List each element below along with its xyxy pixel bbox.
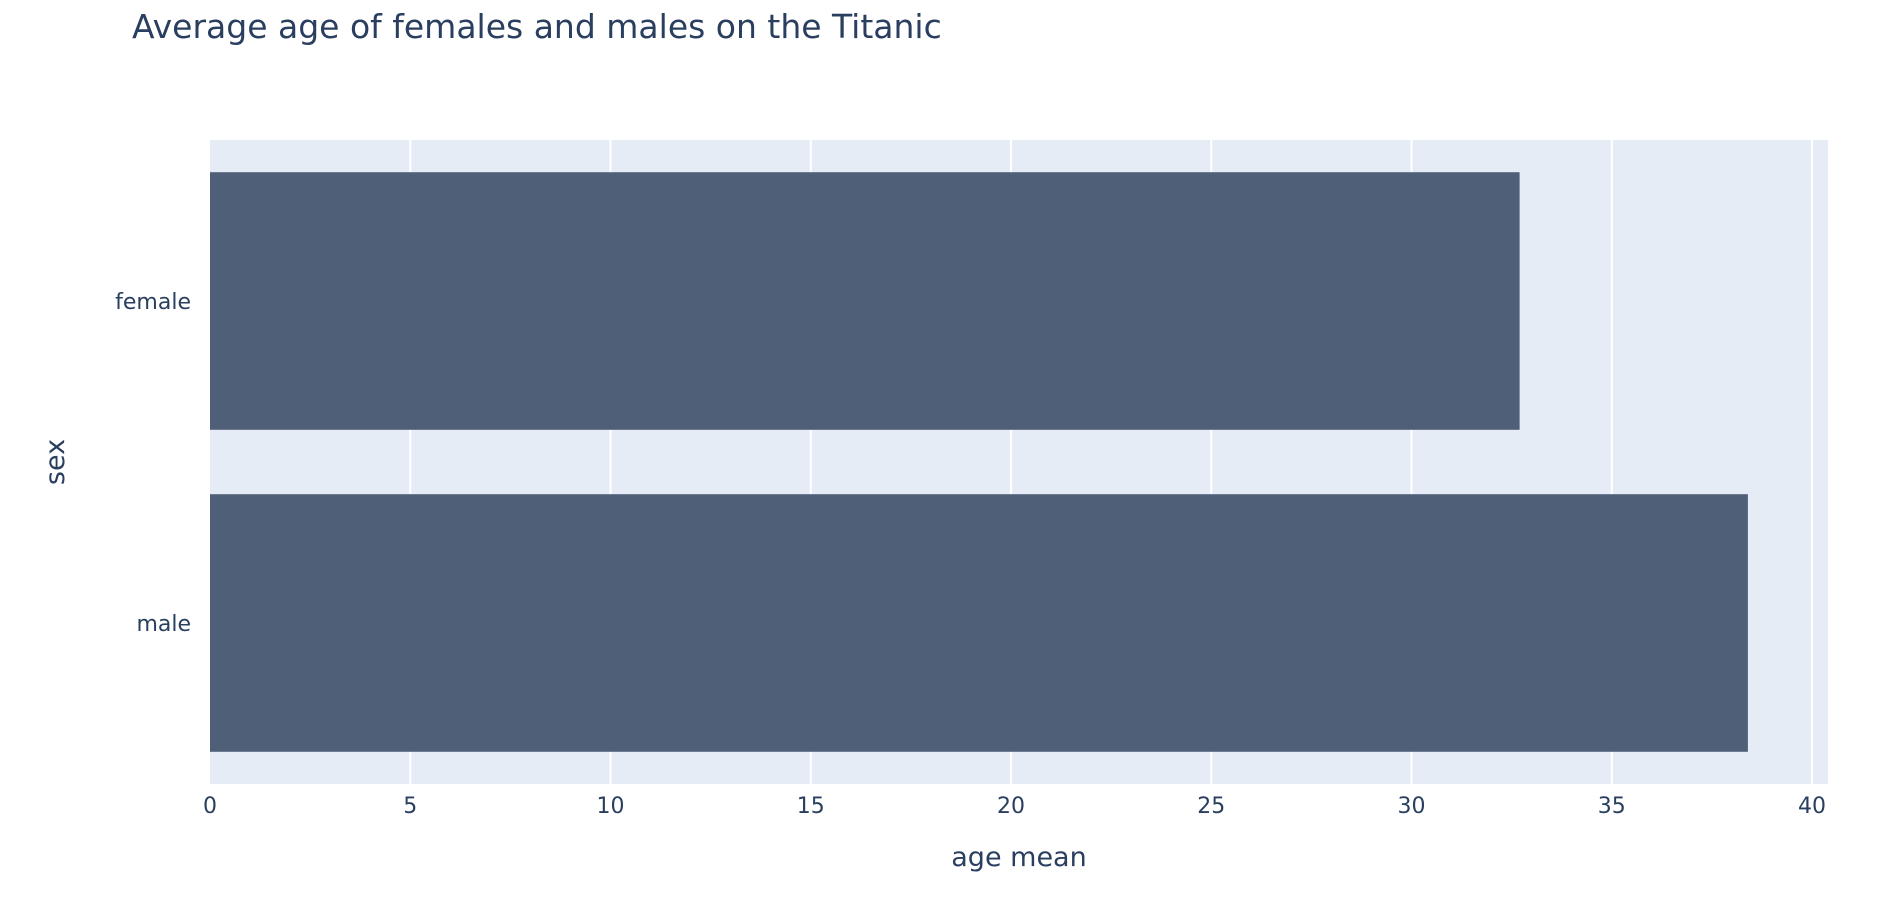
x-tick-labels: 0 5 10 15 20 25 30 35 40: [203, 794, 1826, 819]
x-tick-label: 25: [1197, 794, 1225, 819]
x-tick-label: 40: [1798, 794, 1826, 819]
bar-male: [210, 494, 1748, 752]
x-tick-label: 30: [1397, 794, 1425, 819]
y-axis-title: sex: [40, 439, 71, 485]
x-tick-label: 35: [1598, 794, 1626, 819]
bars: [210, 172, 1748, 752]
x-tick-label: 20: [997, 794, 1025, 819]
bar-female: [210, 172, 1520, 430]
y-tick-label-female: female: [115, 290, 191, 315]
x-axis-title: age mean: [951, 842, 1086, 873]
chart-title: Average age of females and males on the …: [132, 7, 942, 46]
x-tick-label: 5: [403, 794, 417, 819]
x-tick-label: 15: [797, 794, 825, 819]
y-tick-labels: female male: [115, 290, 191, 637]
x-tick-label: 0: [203, 794, 217, 819]
y-tick-label-male: male: [136, 612, 191, 637]
x-tick-label: 10: [596, 794, 624, 819]
